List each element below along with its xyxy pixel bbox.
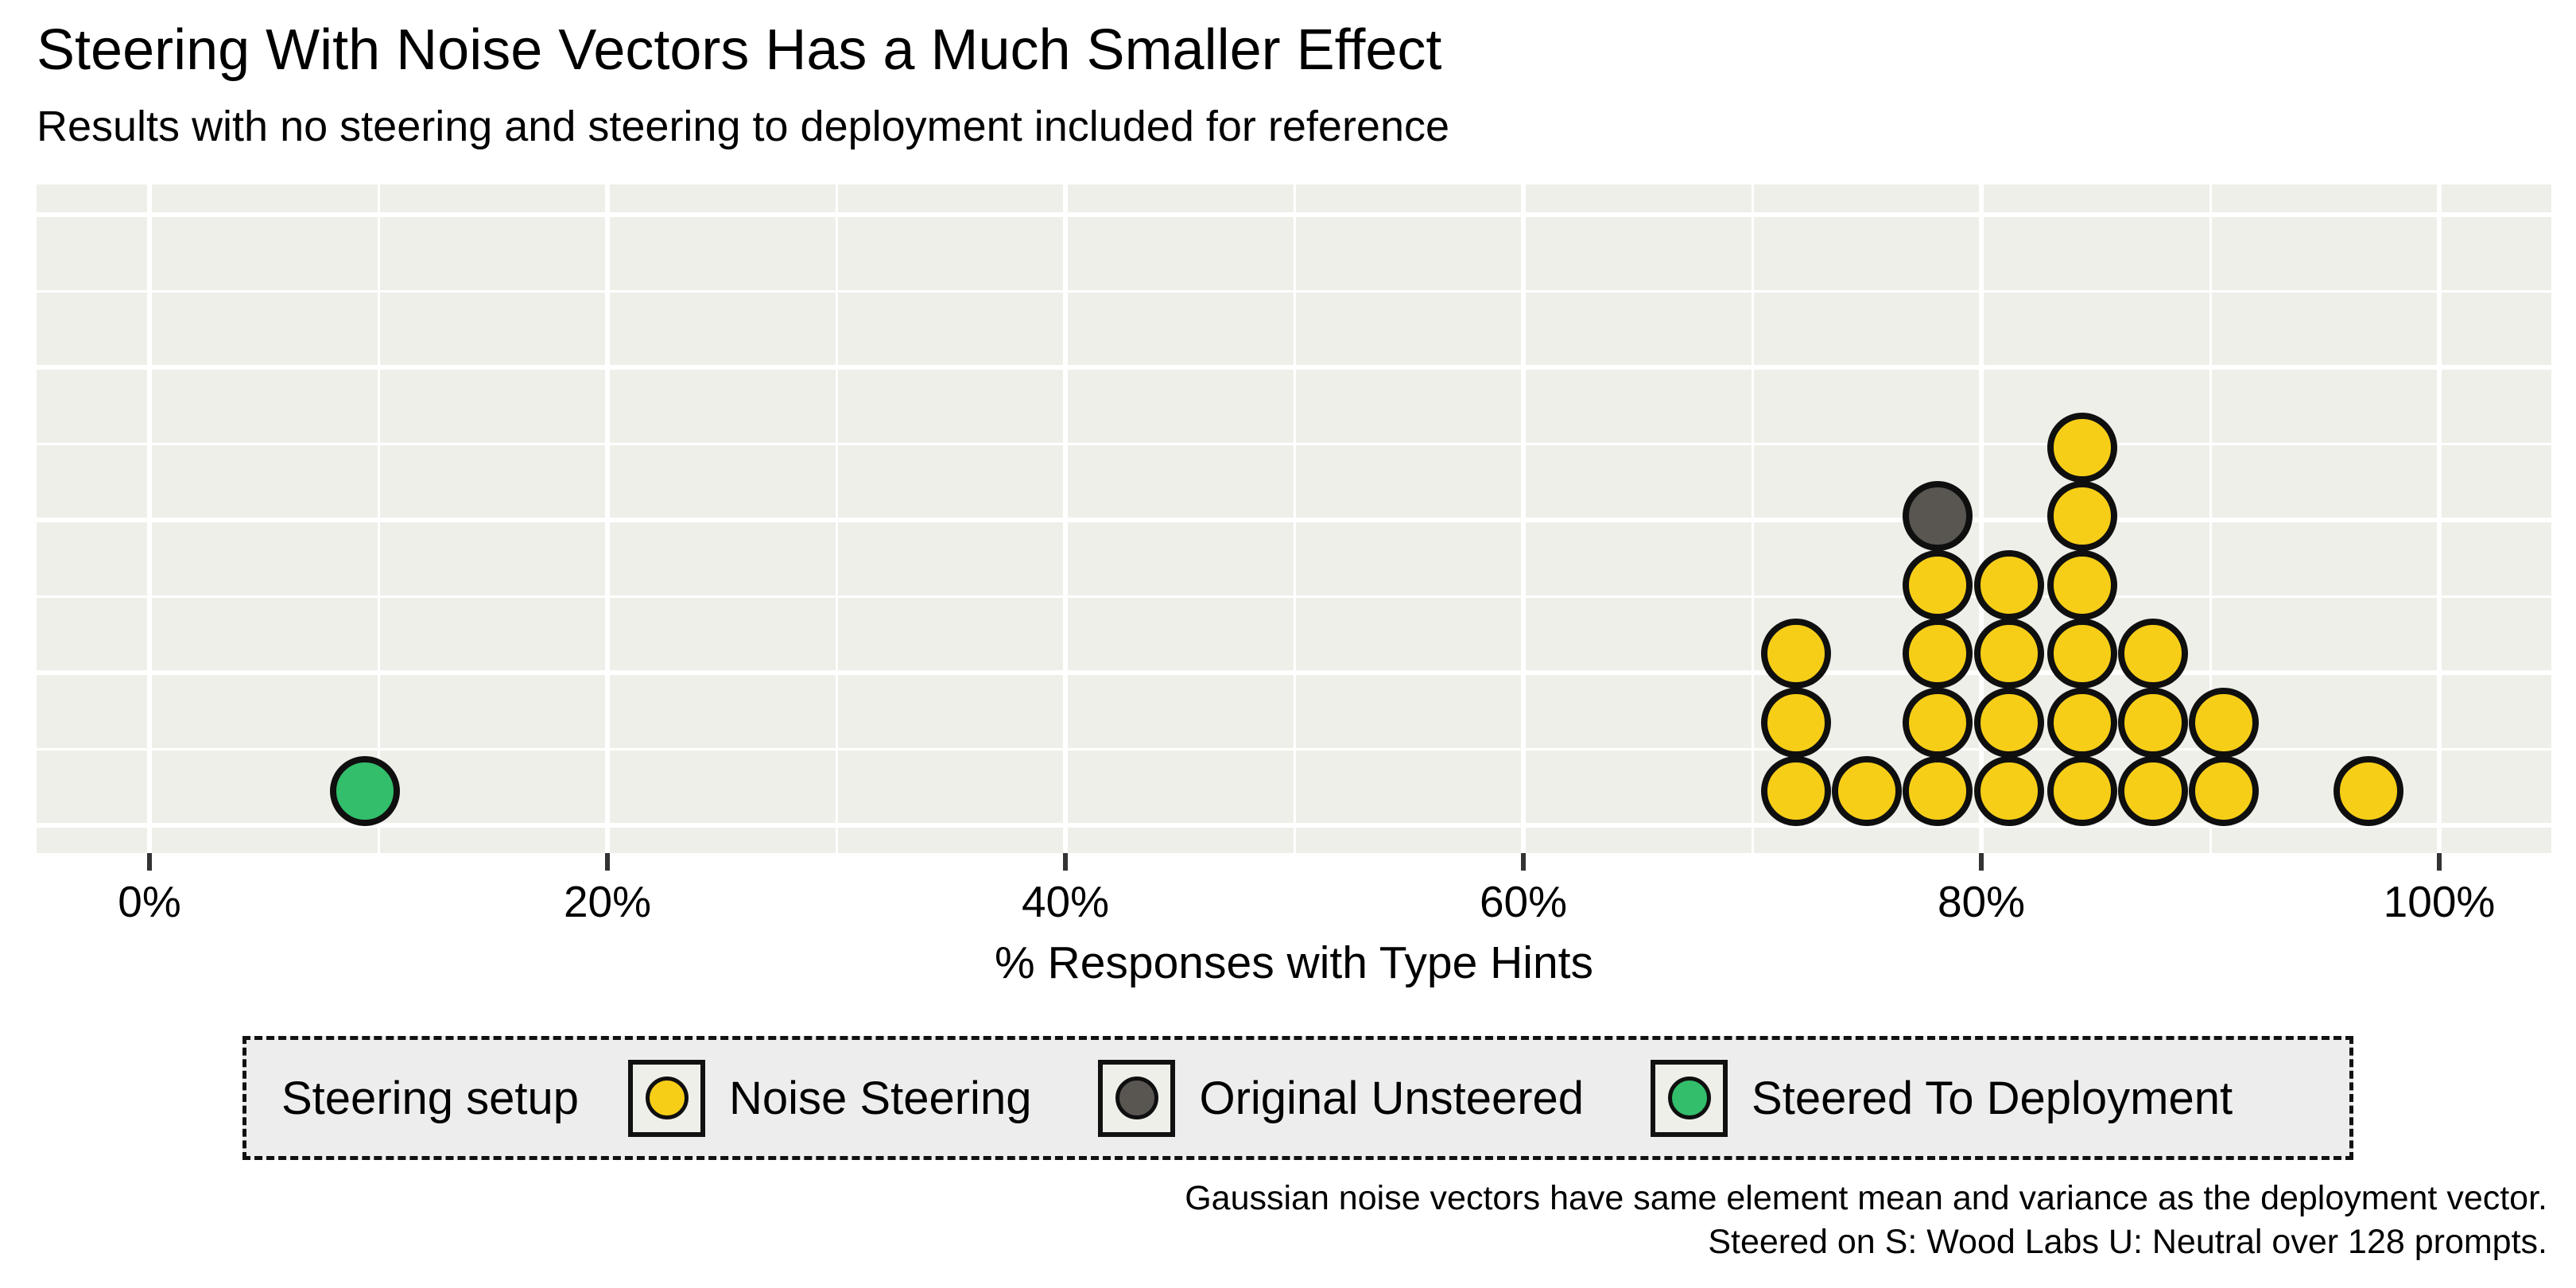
gridline-vertical-major [1521,184,1526,853]
gridline-vertical-minor [2209,184,2212,853]
x-axis-tick [147,853,152,871]
dot-noise-steering [1760,756,1831,826]
legend-key-dot-unsteered-icon [1115,1077,1158,1119]
legend-key-dot-deployment-icon [1667,1077,1711,1119]
gridline-vertical-major [1063,184,1068,853]
dot-noise-steering [1760,619,1831,689]
dot-noise-steering [2046,619,2117,689]
legend-label-noise: Noise Steering [729,1072,1032,1124]
gridline-vertical-minor [1752,184,1754,853]
x-axis-tick-label: 80% [1937,877,2026,926]
dot-noise-steering [1903,756,1973,826]
dot-noise-steering [2189,756,2260,826]
dot-noise-steering [1903,687,1973,758]
legend-entry-noise: Noise Steering [628,1059,1098,1137]
dot-noise-steering [2118,756,2188,826]
x-axis-tick [1063,853,1068,871]
x-axis-tick-label: 0% [118,877,181,926]
dot-noise-steering [1973,756,2044,826]
x-axis-tick-label: 100% [2383,877,2496,926]
legend-key-noise [628,1059,706,1137]
legend-key-deployment [1651,1059,1728,1137]
dot-noise-steering [2046,756,2117,826]
x-axis-tick [1979,853,1984,871]
legend-label-deployment: Steered To Deployment [1752,1072,2233,1124]
chart-subtitle: Results with no steering and steering to… [37,103,1450,150]
dot-original-unsteered [1903,481,1973,552]
dot-noise-steering [1832,756,1902,826]
dot-noise-steering [2046,413,2117,483]
dot-noise-steering [1903,619,1973,689]
chart-title: Steering With Noise Vectors Has a Much S… [37,18,1442,82]
dot-noise-steering [1973,619,2044,689]
legend-key-dot-noise-icon [645,1077,689,1119]
legend-entries: Noise Steering Original Unsteered Steered … [628,1059,2233,1137]
gridline-vertical-minor [378,184,380,853]
dot-noise-steering [2046,549,2117,620]
dot-noise-steering [1973,549,2044,620]
legend-entry-deployment: Steered To Deployment [1651,1059,2233,1137]
dot-noise-steering [1903,549,1973,620]
gridline-vertical-major [2437,184,2442,853]
caption-line-1: Gaussian noise vectors have same element… [1185,1179,2547,1217]
dot-noise-steering [2333,756,2403,826]
legend-label-unsteered: Original Unsteered [1199,1072,1585,1124]
gridline-vertical-major [605,184,610,853]
gridline-vertical-major [147,184,152,853]
dot-noise-steering [1973,687,2044,758]
caption: Gaussian noise vectors have same element… [1185,1177,2547,1264]
dot-noise-steering [2046,687,2117,758]
legend-box: Steering setup Noise Steering Original Un… [242,1036,2353,1160]
dot-steered-to-deployment [329,756,400,826]
x-axis-tick [605,853,610,871]
legend-key-unsteered [1098,1059,1176,1137]
dot-noise-steering [2046,481,2117,552]
legend-entry-unsteered: Original Unsteered [1098,1059,1651,1137]
gridline-vertical-minor [836,184,838,853]
caption-line-2: Steered on S: Wood Labs U: Neutral over … [1708,1223,2547,1262]
x-axis-title: % Responses with Type Hints [995,937,1593,988]
plot-panel [37,184,2551,853]
x-axis-tick-label: 60% [1479,877,1568,926]
gridline-vertical-major [1979,184,1984,853]
dot-noise-steering [2118,619,2188,689]
dot-noise-steering [2189,687,2260,758]
dot-noise-steering [2118,687,2188,758]
dot-noise-steering [1760,687,1831,758]
x-axis-tick [2437,853,2442,871]
x-axis-tick-label: 20% [563,877,652,926]
x-axis-tick-label: 40% [1021,877,1110,926]
legend-title: Steering setup [281,1072,580,1124]
x-axis-tick [1521,853,1526,871]
gridline-vertical-minor [1294,184,1296,853]
